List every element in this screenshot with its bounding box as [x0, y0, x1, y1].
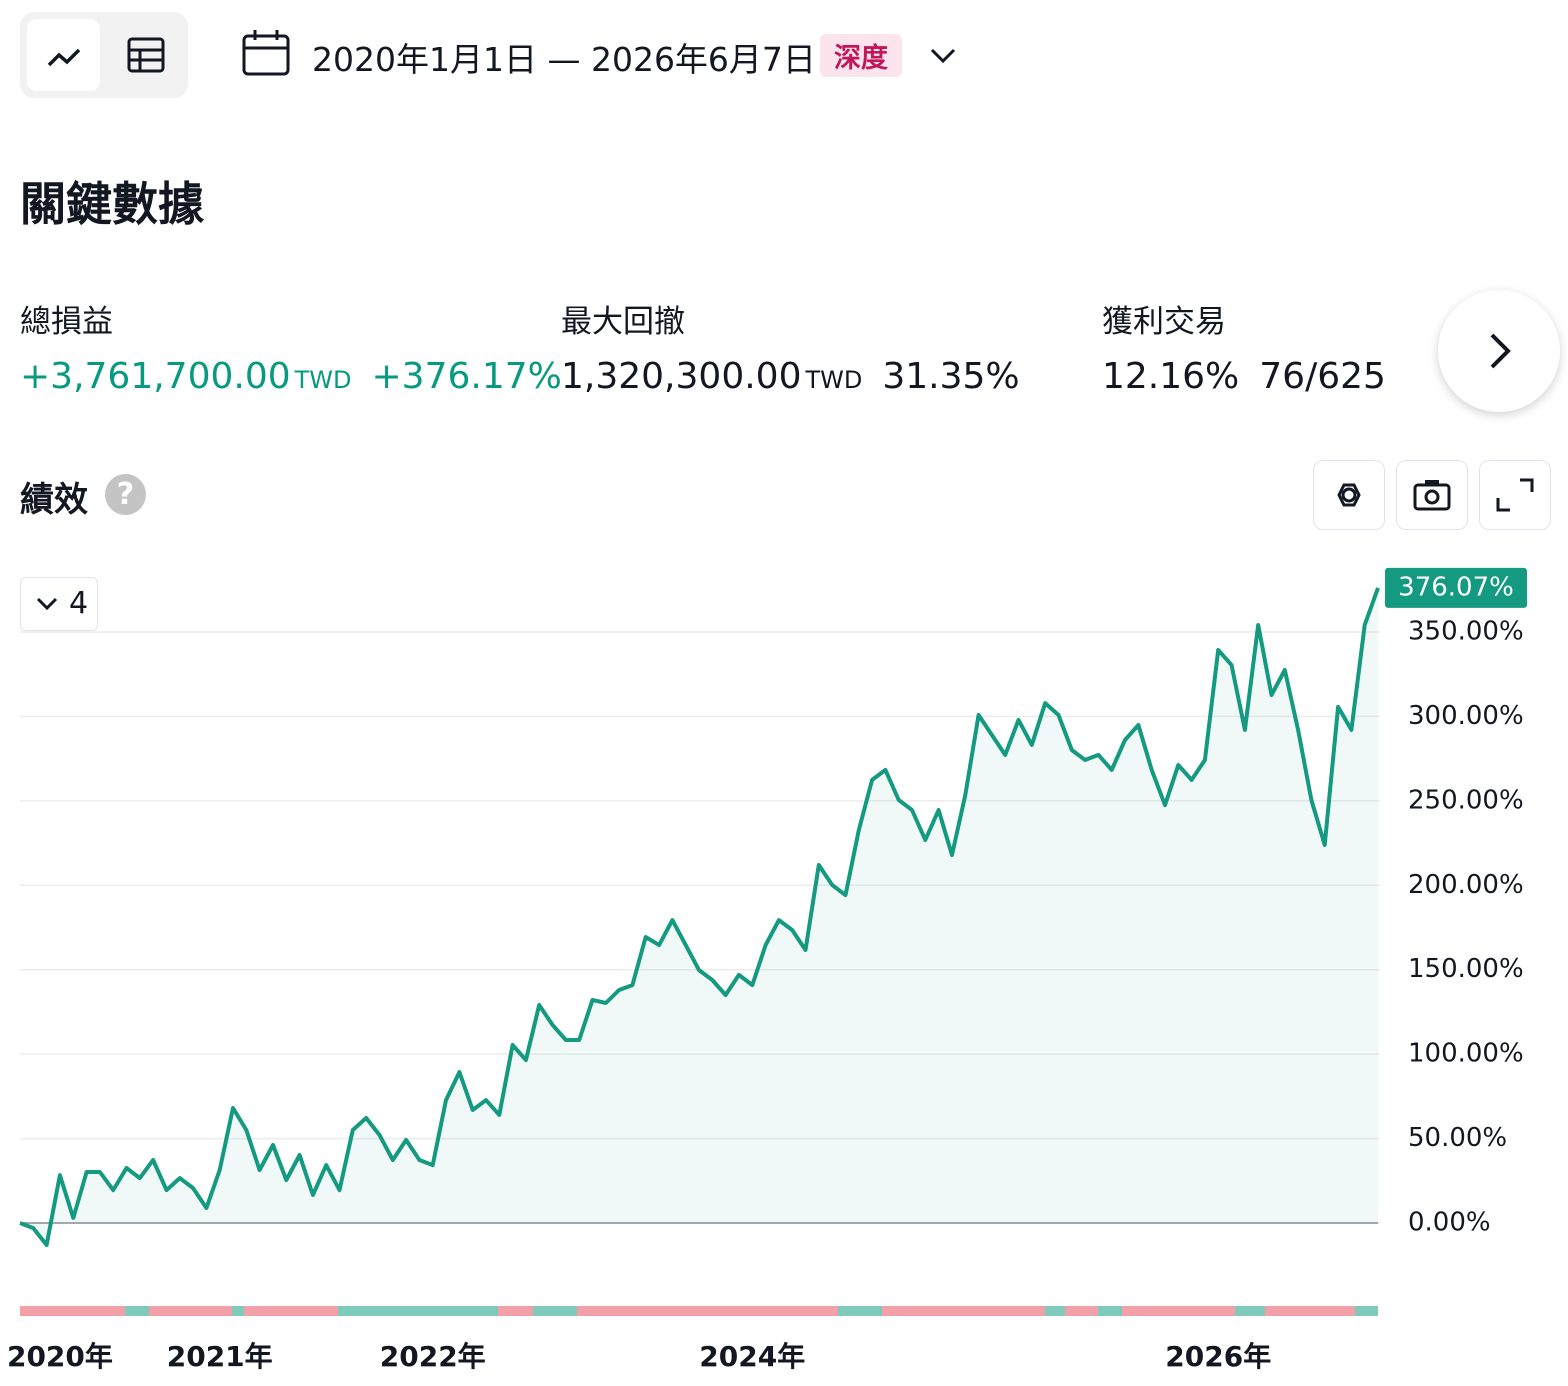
- x-tick-label: 2020年: [7, 1340, 113, 1373]
- chevron-right: [1490, 333, 1511, 369]
- fullscreen-button[interactable]: [1479, 460, 1551, 530]
- x-tick-label: 2022年: [380, 1340, 486, 1373]
- x-tick-label: 2024年: [699, 1340, 805, 1373]
- dropdown-value: 4: [69, 586, 89, 621]
- last-value-badge: [1385, 567, 1527, 608]
- performance-title: 績效: [20, 480, 88, 520]
- y-tick-label: 50.00%: [1408, 1123, 1507, 1153]
- line-icon: [47, 48, 81, 67]
- chevron: [36, 597, 58, 611]
- value: +3,761,700.00: [20, 356, 291, 397]
- calendar-icon[interactable]: [240, 28, 292, 78]
- view-toggle: [20, 12, 188, 98]
- settings-button[interactable]: [1313, 460, 1385, 530]
- y-tick-label: 0.00%: [1408, 1208, 1491, 1238]
- y-tick-label: 350.00%: [1408, 616, 1524, 646]
- stat-value: 12.16% 76/625: [1102, 356, 1386, 397]
- stat-label: 總損益: [20, 304, 113, 340]
- chart-view-button[interactable]: [27, 19, 100, 91]
- stat-label: 最大回撤: [561, 304, 685, 340]
- value: 12.16%: [1102, 356, 1240, 397]
- stat-value: +3,761,700.00 TWD +376.17%: [20, 356, 562, 397]
- settings-icon: [1337, 483, 1361, 507]
- dropdown-chevron[interactable]: [928, 42, 958, 70]
- stat-value: 1,320,300.00 TWD 31.35%: [561, 356, 1020, 397]
- camera-icon: [1413, 480, 1451, 511]
- percent: 31.35%: [882, 356, 1020, 397]
- y-tick-label: 250.00%: [1408, 785, 1524, 815]
- date-range[interactable]: 2020年1月1日 — 2026年6月7日: [312, 40, 816, 79]
- equity-line: [19, 587, 1380, 1247]
- section-title: 關鍵數據: [20, 177, 204, 231]
- x-tick-label: 2021年: [167, 1340, 273, 1373]
- unit: TWD: [294, 366, 352, 394]
- y-tick-label: 150.00%: [1408, 954, 1524, 984]
- area: [20, 587, 1378, 1245]
- next-button[interactable]: [1438, 290, 1560, 412]
- unit: TWD: [805, 366, 863, 394]
- last-value-label: 376.07%: [1398, 572, 1514, 602]
- badge: 深度: [820, 34, 902, 77]
- fullscreen-icon: [1496, 478, 1534, 512]
- y-tick-label: 300.00%: [1408, 701, 1524, 731]
- trade-strip: [20, 1306, 1378, 1316]
- series-dropdown[interactable]: 4: [20, 577, 98, 631]
- percent: +376.17%: [371, 356, 562, 397]
- y-tick-label: 100.00%: [1408, 1039, 1524, 1069]
- help-icon[interactable]: ?: [105, 474, 146, 515]
- y-tick-label: 200.00%: [1408, 870, 1524, 900]
- table-view-button[interactable]: [120, 30, 172, 80]
- stat-label: 獲利交易: [1102, 304, 1226, 340]
- percent: 76/625: [1259, 356, 1386, 397]
- x-tick-label: 2026年: [1165, 1340, 1271, 1373]
- camera-button[interactable]: [1396, 460, 1468, 530]
- value: 1,320,300.00: [561, 356, 802, 397]
